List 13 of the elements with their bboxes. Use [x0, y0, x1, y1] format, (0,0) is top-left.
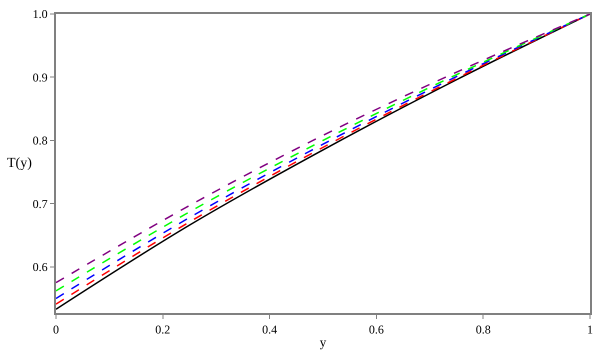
x-tick-label: 0.8: [476, 322, 491, 336]
y-tick-label: 0.6: [32, 260, 48, 274]
y-tick-label: 0.7: [32, 196, 48, 211]
x-tick-label: 1: [587, 322, 593, 336]
y-axis-title: T(y): [7, 156, 32, 171]
y-tick-label: 0.8: [32, 134, 48, 148]
x-tick-label: 0.2: [155, 322, 170, 336]
x-tick-label: 0: [53, 322, 59, 336]
x-axis-title: y: [320, 334, 327, 350]
y-tick-label: 0.9: [32, 70, 48, 84]
x-tick-label: 0.4: [262, 322, 278, 336]
y-tick-label: 1.0: [32, 7, 48, 22]
x-tick-label: 0.6: [368, 322, 384, 336]
